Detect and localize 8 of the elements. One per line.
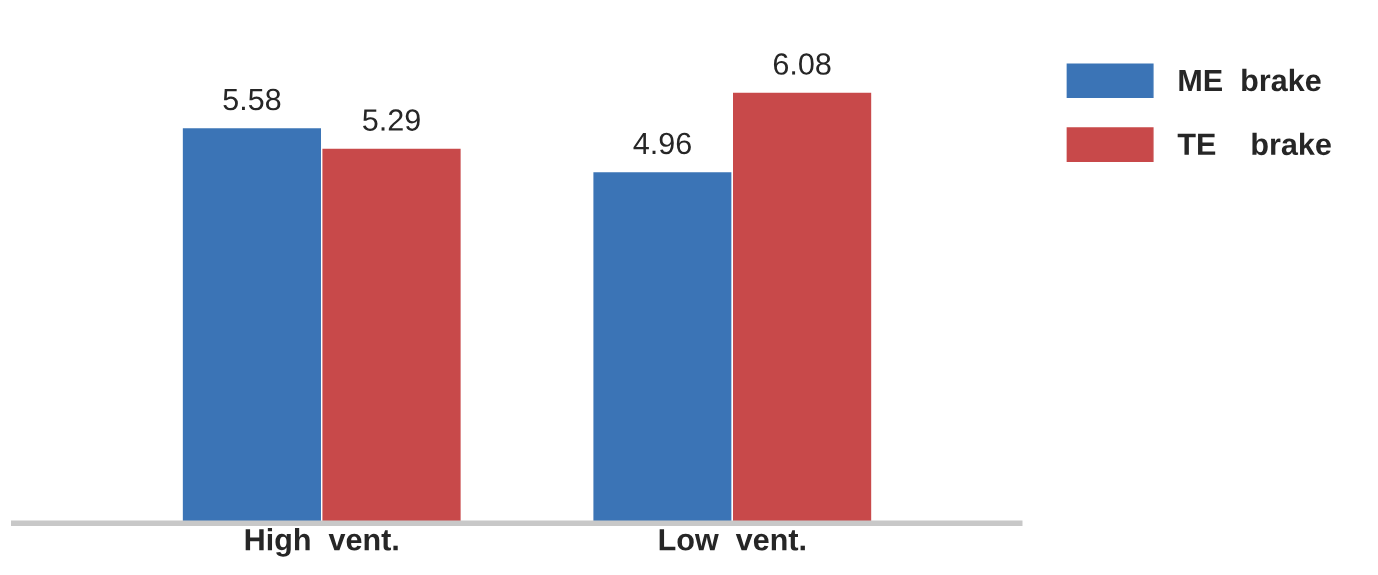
data-label: 4.96 — [633, 132, 691, 155]
legend-label: ME brake — [1179, 68, 1321, 92]
x-tick-label: Low vent. — [659, 529, 805, 551]
legend-label: TE brake — [1177, 132, 1331, 156]
x-tick-label: High vent. — [245, 528, 398, 557]
data-label: 5.58 — [223, 88, 281, 111]
data-label: 5.29 — [363, 109, 420, 131]
data-label: 6.08 — [773, 53, 831, 75]
